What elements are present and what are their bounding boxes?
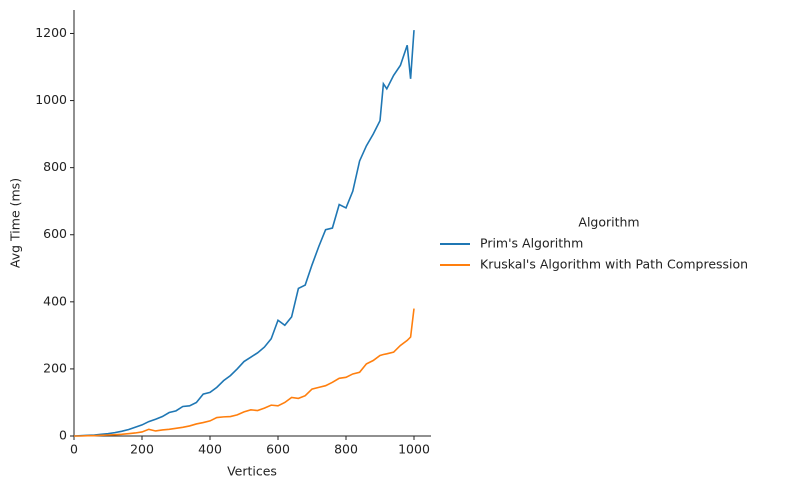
x-tick-label: 0 <box>70 442 78 457</box>
y-tick-label: 800 <box>43 159 67 174</box>
x-tick-label: 200 <box>130 442 154 457</box>
y-tick-label: 1200 <box>35 25 67 40</box>
x-tick-label: 1000 <box>398 442 430 457</box>
line-series <box>73 30 415 437</box>
y-tick-label: 400 <box>43 293 67 308</box>
x-tick-label: 800 <box>334 442 358 457</box>
y-axis-label: Avg Time (ms) <box>8 178 23 268</box>
y-tick-label: 200 <box>43 360 67 375</box>
x-axis-label: Vertices <box>227 464 277 479</box>
legend-label: Prim's Algorithm <box>480 236 583 251</box>
legend-title: Algorithm <box>578 215 639 230</box>
y-tick-label: 0 <box>59 428 67 443</box>
y-tick-label: 600 <box>43 226 67 241</box>
legend-label: Kruskal's Algorithm with Path Compressio… <box>480 257 748 272</box>
y-tick-label: 1000 <box>35 92 67 107</box>
x-tick-label: 400 <box>198 442 222 457</box>
x-tick-label: 600 <box>266 442 290 457</box>
line-series <box>74 308 415 437</box>
